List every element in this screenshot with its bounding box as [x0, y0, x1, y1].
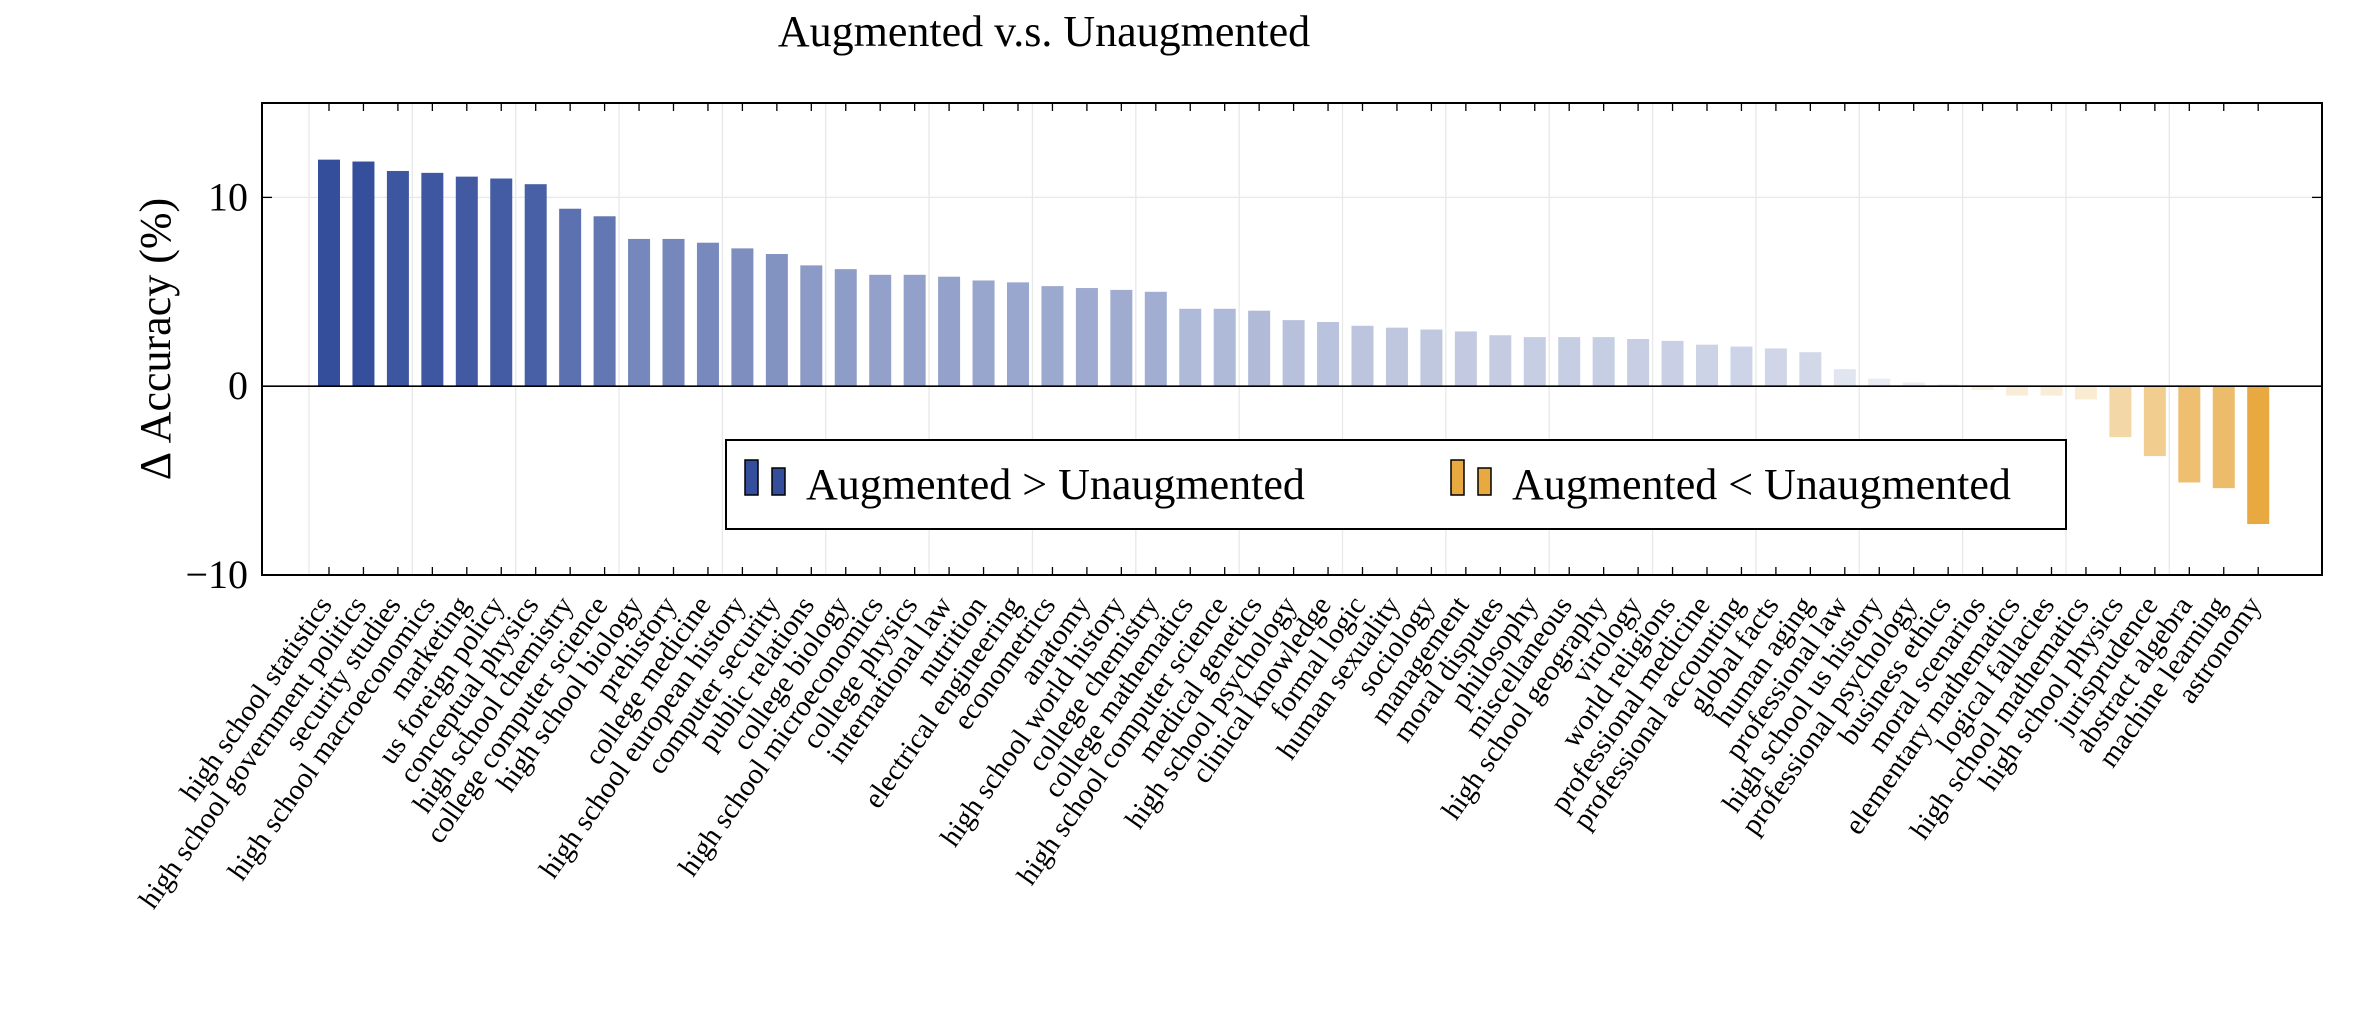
y-axis: −10 0 10 [185, 174, 2322, 597]
bar [318, 159, 340, 387]
legend-label-negative: Augmented < Unaugmented [1512, 460, 2011, 509]
bar [352, 161, 375, 387]
legend-swatch-negative [1477, 467, 1492, 496]
bar [662, 238, 685, 387]
bar [938, 276, 961, 387]
legend-box [725, 439, 2067, 530]
y-tick-label: 10 [208, 174, 248, 219]
legend-swatch-positive [771, 467, 786, 496]
bar [1868, 378, 1891, 387]
bar [2109, 386, 2132, 438]
bar [2143, 386, 2166, 457]
bar [1592, 337, 1615, 387]
bar [1558, 337, 1581, 387]
bar [2247, 386, 2270, 525]
bar [1075, 288, 1098, 387]
bar [593, 216, 616, 387]
legend-label-positive: Augmented > Unaugmented [806, 460, 1305, 509]
bar [2006, 386, 2029, 396]
bar [1937, 384, 1960, 387]
bar [524, 184, 547, 387]
bar [1282, 320, 1305, 387]
bar [1351, 325, 1374, 387]
chart-title: Augmented v.s. Unaugmented [778, 7, 1310, 56]
bar [455, 176, 478, 387]
bar [2212, 386, 2235, 489]
y-tick-label: 0 [228, 363, 248, 408]
bar [731, 248, 754, 387]
bar [1110, 289, 1133, 387]
bar [1764, 348, 1787, 387]
bar [1144, 291, 1167, 387]
bar [1248, 310, 1271, 387]
bar [1420, 329, 1443, 387]
bar [765, 254, 788, 387]
bar [1799, 352, 1822, 387]
bar [800, 265, 823, 387]
bar [1627, 339, 1650, 387]
bar [1902, 382, 1925, 387]
bar [628, 238, 651, 387]
bar [2178, 386, 2201, 483]
bar [1971, 386, 1994, 390]
bar [1385, 327, 1408, 387]
bar [490, 178, 513, 387]
bar [1007, 282, 1029, 387]
bar [559, 208, 582, 387]
bar [1730, 346, 1753, 387]
bar [1213, 308, 1236, 387]
y-tick-label: −10 [185, 552, 248, 597]
bar [972, 280, 995, 387]
bar [903, 274, 926, 387]
bar [2074, 386, 2097, 400]
bar [1523, 337, 1546, 387]
y-axis-label: Δ Accuracy (%) [131, 198, 180, 480]
legend-swatch-negative [1450, 459, 1465, 496]
bar [1041, 286, 1064, 387]
bar [1317, 322, 1340, 387]
bar [1454, 331, 1477, 387]
bar [869, 274, 892, 387]
bar [386, 170, 409, 387]
bar [696, 242, 719, 387]
plot-frame [261, 102, 2323, 576]
bar [1696, 344, 1718, 387]
bar [421, 172, 444, 387]
legend: Augmented > Unaugmented Augmented < Unau… [725, 439, 2067, 530]
bar [1489, 335, 1512, 387]
bar [2040, 386, 2063, 396]
legend-swatch-positive [744, 459, 759, 496]
bar [1833, 369, 1856, 387]
bar [1661, 340, 1684, 387]
bars [318, 159, 2270, 525]
bar [1179, 308, 1202, 387]
bar [834, 269, 857, 387]
